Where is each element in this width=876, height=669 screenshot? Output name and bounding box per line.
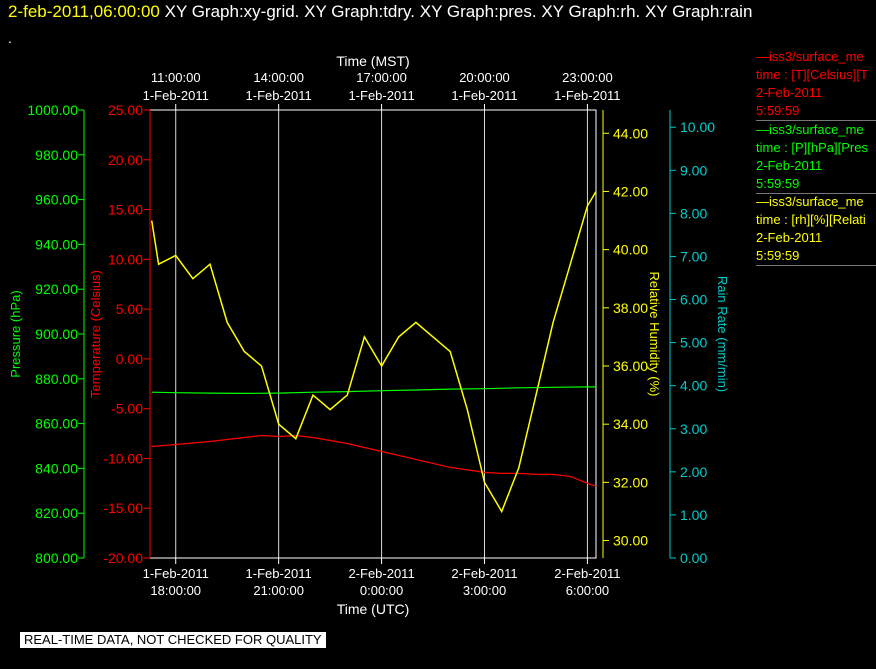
header-dot: . <box>8 30 12 46</box>
legend-temperature-line-2: 2-Feb-2011 <box>756 85 823 100</box>
header-title-grid: XY Graph:xy-grid. <box>164 2 300 21</box>
top-tick-time-2: 17:00:00 <box>356 70 407 85</box>
rain-tick-label-6: 6.00 <box>680 292 707 308</box>
top-tick-time-0: 11:00:00 <box>151 70 201 85</box>
rh-tick-label-7: 44.00 <box>613 125 648 141</box>
bottom-tick-date-2: 2-Feb-2011 <box>348 566 414 581</box>
header-title-rh: XY Graph:rh. <box>541 2 641 21</box>
pressure-tick-label-10: 1000.00 <box>27 102 78 118</box>
top-tick-time-1: 14:00:00 <box>253 70 304 85</box>
pressure-tick-label-3: 860.00 <box>35 416 78 432</box>
temperature-tick-label-2: -10.00 <box>103 450 143 466</box>
bottom-tick-time-2: 0:00:00 <box>360 583 403 598</box>
rain-tick-label-8: 8.00 <box>680 205 707 221</box>
header-title-tdry: XY Graph:tdry. <box>304 2 416 21</box>
bottom-tick-date-3: 2-Feb-2011 <box>451 566 517 581</box>
top-tick-date-3: 1-Feb-2011 <box>451 88 517 103</box>
pressure-tick-label-6: 920.00 <box>35 281 78 297</box>
quality-banner: REAL-TIME DATA, NOT CHECKED FOR QUALITY <box>20 632 326 648</box>
pressure-tick-label-4: 880.00 <box>35 371 78 387</box>
rain-tick-label-4: 4.00 <box>680 378 707 394</box>
header-title-bar: 2-feb-2011,06:00:00 XY Graph:xy-grid. XY… <box>8 2 752 22</box>
temperature-tick-label-8: 20.00 <box>108 152 143 168</box>
bottom-tick-date-4: 2-Feb-2011 <box>554 566 620 581</box>
series-temperature-line <box>151 434 597 487</box>
top-tick-date-4: 1-Feb-2011 <box>554 88 620 103</box>
top-tick-time-3: 20:00:00 <box>459 70 510 85</box>
temperature-tick-label-9: 25.00 <box>108 102 143 118</box>
legend-pressure-line-3: 5:59:59 <box>756 175 876 194</box>
rh-tick-label-2: 34.00 <box>613 416 648 432</box>
top-tick-date-0: 1-Feb-2011 <box>143 88 209 103</box>
bottom-tick-time-4: 6:00:00 <box>566 583 609 598</box>
temperature-tick-label-0: -20.00 <box>103 550 143 566</box>
legend-temperature-line-3: 5:59:59 <box>756 102 876 121</box>
top-tick-time-4: 23:00:00 <box>562 70 613 85</box>
rain-tick-label-9: 9.00 <box>680 162 707 178</box>
plot-frame <box>149 109 597 559</box>
header-date: 2-feb-2011,06:00:00 <box>8 2 160 21</box>
legend-temperature: —iss3/surface_me time : [T][Celsius][T 2… <box>756 48 876 121</box>
legend-rh-line-1: time : [rh][%][Relati <box>756 212 866 227</box>
legend-rh-line-0: —iss3/surface_me <box>756 194 864 209</box>
rain-tick-label-10: 10.00 <box>680 119 715 135</box>
legend-pressure-line-1: time : [P][hPa][Pres <box>756 140 868 155</box>
temperature-axis-label: Temperature (Celsius) <box>88 270 103 398</box>
pressure-tick-label-2: 840.00 <box>35 460 78 476</box>
series-rh-line <box>150 191 597 514</box>
temperature-tick-label-7: 15.00 <box>108 202 143 218</box>
header-title-rain: XY Graph:rain <box>644 2 753 21</box>
bottom-tick-time-1: 21:00:00 <box>253 583 304 598</box>
pressure-tick-label-9: 980.00 <box>35 147 78 163</box>
temperature-tick-label-5: 5.00 <box>116 301 143 317</box>
rh-tick-label-0: 30.00 <box>613 533 648 549</box>
bottom-tick-time-0: 18:00:00 <box>150 583 201 598</box>
pressure-tick-label-0: 800.00 <box>35 550 78 566</box>
rain-tick-label-5: 5.00 <box>680 335 707 351</box>
rh-axis-label: Relative Humidity (%) <box>647 272 662 397</box>
legend-pressure-line-2: 2-Feb-2011 <box>756 158 823 173</box>
rain-tick-label-2: 2.00 <box>680 464 707 480</box>
legend-rh-line-3: 5:59:59 <box>756 247 876 266</box>
temperature-tick-label-4: 0.00 <box>116 351 143 367</box>
rh-tick-label-5: 40.00 <box>613 242 648 258</box>
temperature-tick-label-1: -15.00 <box>103 500 143 516</box>
legend-rh-line-2: 2-Feb-2011 <box>756 230 823 245</box>
rh-tick-label-6: 42.00 <box>613 183 648 199</box>
legend-temperature-line-0: —iss3/surface_me <box>756 49 864 64</box>
pressure-tick-label-8: 960.00 <box>35 192 78 208</box>
bottom-tick-date-1: 1-Feb-2011 <box>246 566 312 581</box>
rain-tick-label-1: 1.00 <box>680 507 707 523</box>
legend-temperature-line-1: time : [T][Celsius][T <box>756 67 868 82</box>
bottom-tick-date-0: 1-Feb-2011 <box>143 566 209 581</box>
pressure-tick-label-7: 940.00 <box>35 236 78 252</box>
series-pressure-line <box>151 386 596 395</box>
rh-tick-label-1: 32.00 <box>613 474 648 490</box>
rain-tick-label-7: 7.00 <box>680 248 707 264</box>
legend-rh: —iss3/surface_me time : [rh][%][Relati 2… <box>756 193 876 266</box>
temperature-tick-label-6: 10.00 <box>108 251 143 267</box>
x-top-axis-label: Time (MST) <box>336 53 409 69</box>
bottom-tick-time-3: 3:00:00 <box>463 583 506 598</box>
legend-pressure-line-0: —iss3/surface_me <box>756 122 864 137</box>
header-title-pres: XY Graph:pres. <box>419 2 537 21</box>
rain-axis-label: Rain Rate (mm/min) <box>715 276 730 392</box>
rain-tick-label-3: 3.00 <box>680 421 707 437</box>
rain-tick-label-0: 0.00 <box>680 550 707 566</box>
top-tick-date-2: 1-Feb-2011 <box>348 88 414 103</box>
pressure-axis-label: Pressure (hPa) <box>8 290 23 377</box>
pressure-tick-label-5: 900.00 <box>35 326 78 342</box>
pressure-tick-label-1: 820.00 <box>35 505 78 521</box>
top-tick-date-1: 1-Feb-2011 <box>246 88 312 103</box>
x-bottom-axis-label: Time (UTC) <box>337 601 410 617</box>
rh-tick-label-4: 38.00 <box>613 300 648 316</box>
rh-tick-label-3: 36.00 <box>613 358 648 374</box>
temperature-tick-label-3: -5.00 <box>111 401 143 417</box>
legend-pressure: —iss3/surface_me time : [P][hPa][Pres 2-… <box>756 121 876 194</box>
